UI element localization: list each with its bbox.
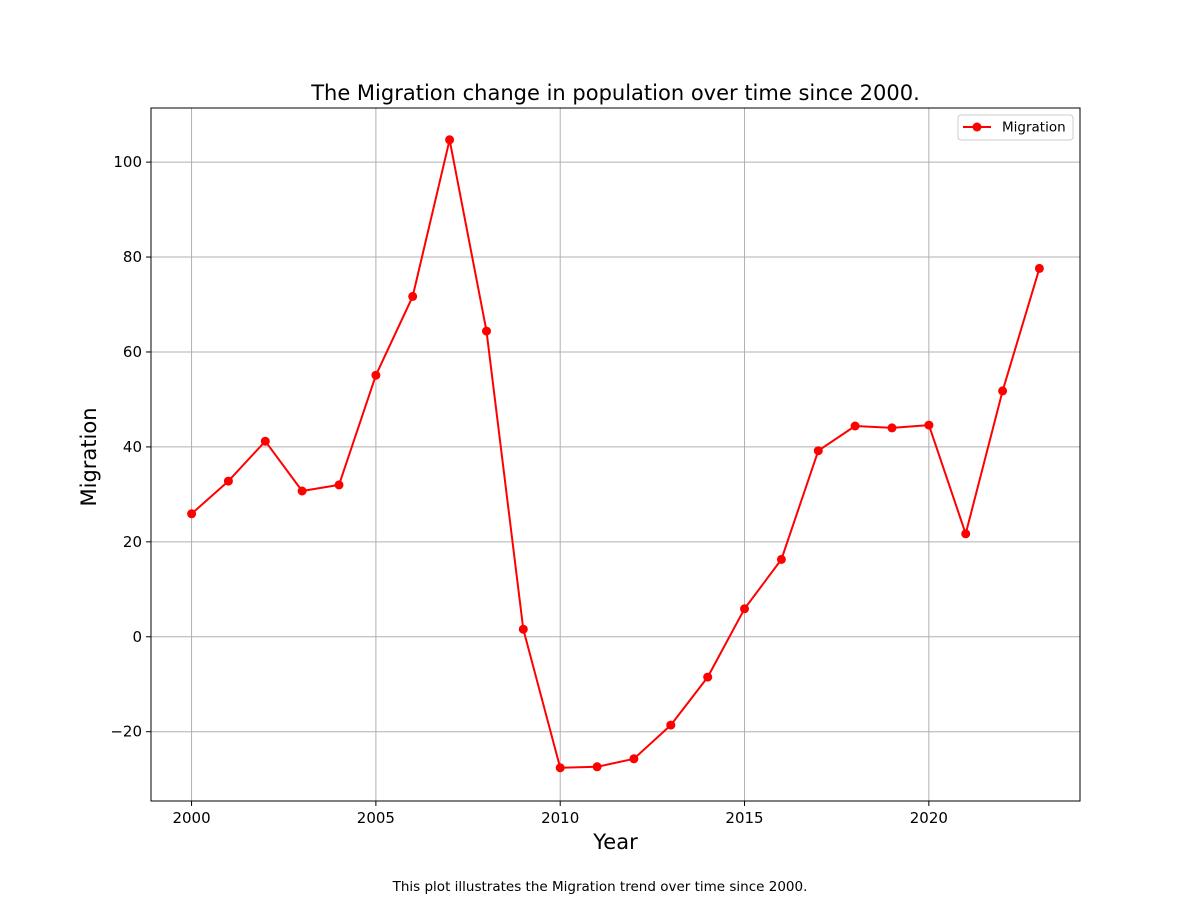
legend-box (957, 114, 1074, 141)
data-point (334, 480, 344, 490)
data-point (703, 672, 713, 682)
chart-title: The Migration change in population over … (310, 81, 920, 105)
legend-label: Migration (1002, 120, 1066, 136)
data-point (260, 436, 270, 446)
data-point (629, 754, 639, 764)
data-point (297, 486, 307, 496)
data-point (1034, 263, 1044, 273)
data-point (666, 720, 676, 730)
data-point (887, 423, 897, 433)
data-point (518, 624, 528, 634)
data-point (924, 420, 934, 430)
x-tick-label: 2005 (357, 809, 395, 827)
chart-caption: This plot illustrates the Migration tren… (392, 879, 808, 895)
data-point (850, 421, 860, 431)
x-tick-label: 2000 (172, 809, 210, 827)
y-tick-label: 0 (132, 628, 142, 646)
legend-marker-swatch (972, 122, 982, 132)
data-point (776, 554, 786, 564)
y-tick-label: 60 (123, 343, 142, 361)
data-point (555, 763, 565, 773)
data-point (961, 529, 971, 539)
x-tick-label: 2010 (541, 809, 579, 827)
axis-ticks (146, 161, 930, 806)
data-point (998, 386, 1008, 396)
x-tick-label: 2015 (725, 809, 763, 827)
plot-area-frame (150, 107, 1081, 802)
series-line (190, 138, 1041, 769)
data-point (223, 476, 233, 486)
y-tick-label: 80 (123, 248, 142, 266)
x-tick-labels: 2000 2005 2010 2015 2020 (172, 809, 947, 827)
gridlines (151, 108, 1080, 801)
x-tick-label: 2020 (910, 809, 948, 827)
data-point (445, 135, 455, 145)
data-point (371, 370, 381, 380)
y-axis-label: Migration (77, 407, 101, 506)
data-point (482, 326, 491, 336)
x-axis-label: Year (592, 830, 638, 854)
y-tick-label: 100 (113, 153, 142, 171)
y-tick-label: −20 (110, 723, 142, 741)
data-point (813, 446, 823, 456)
data-series (187, 135, 1044, 773)
data-point (592, 762, 602, 772)
data-point (187, 509, 197, 519)
y-tick-labels: −20 0 20 40 60 80 100 (110, 153, 142, 741)
legend: Migration (957, 114, 1074, 141)
data-point (740, 604, 749, 614)
y-tick-label: 40 (123, 438, 142, 456)
y-tick-label: 20 (123, 533, 142, 551)
data-point (408, 291, 418, 301)
